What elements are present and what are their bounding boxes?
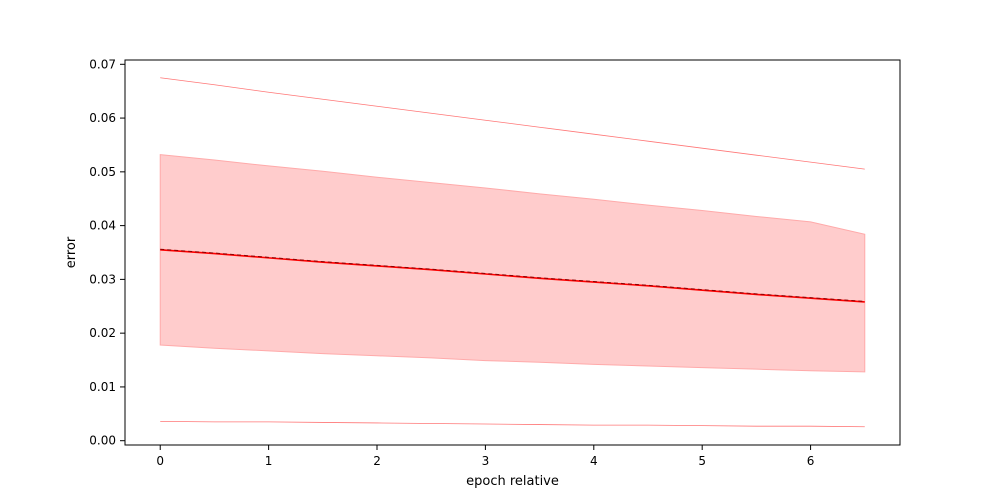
confidence-band <box>159 154 866 373</box>
series-line-max <box>160 77 865 170</box>
x-axis-label: epoch relative <box>466 474 559 489</box>
axis-ticks: 0 1 2 3 4 5 6 0.00 0.01 0.02 0.03 0.04 0.05 0.06 0.07 <box>89 57 814 468</box>
y-axis-label: error <box>64 236 79 268</box>
y-tick-label: 0.07 <box>89 57 116 71</box>
y-tick-label: 0.05 <box>89 165 116 179</box>
x-tick-label: 4 <box>590 454 598 468</box>
x-tick-label: 3 <box>482 454 490 468</box>
x-tick-label: 0 <box>156 454 164 468</box>
series-line-median <box>160 248 865 302</box>
series-line-mean <box>160 249 865 303</box>
y-tick-label: 0.04 <box>89 219 116 233</box>
y-tick-label: 0.00 <box>89 434 116 448</box>
y-tick-label: 0.03 <box>89 272 116 286</box>
axes-frame <box>124 59 901 446</box>
x-tick-label: 6 <box>807 454 815 468</box>
x-tick-label: 5 <box>698 454 706 468</box>
y-tick-label: 0.01 <box>89 380 116 394</box>
x-tick-label: 1 <box>265 454 273 468</box>
y-tick-label: 0.02 <box>89 326 116 340</box>
y-tick-label: 0.06 <box>89 111 116 125</box>
plot-area <box>159 77 866 428</box>
x-tick-label: 2 <box>373 454 381 468</box>
series-line-min <box>160 420 865 428</box>
